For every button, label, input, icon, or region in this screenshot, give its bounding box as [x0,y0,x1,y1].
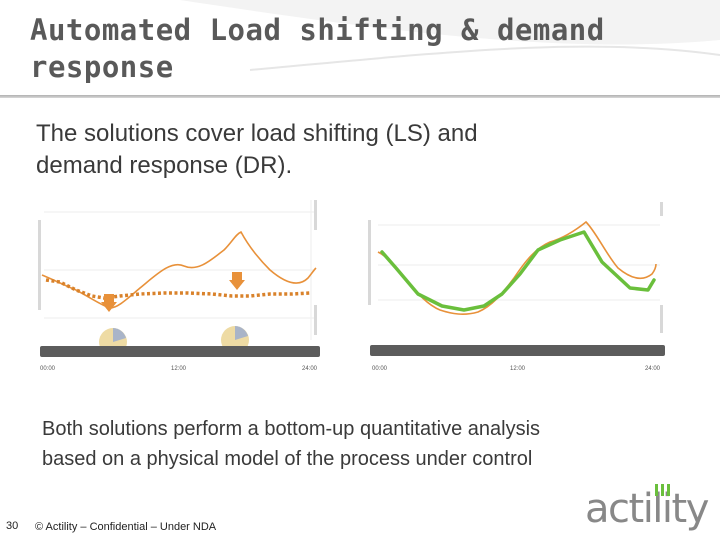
baseline-load-curve [377,220,657,315]
analysis-line-1: Both solutions perform a bottom-up quant… [42,418,541,440]
timeline-bar [40,346,320,357]
y-axis-labels [368,220,371,305]
subtitle-line-2: demand response (DR). [36,152,293,179]
footer-confidential: © Actility – Confidential – Under NDA [35,521,217,533]
title-divider [0,95,720,98]
title-line-2: response [30,50,174,84]
y-axis-labels [660,202,663,216]
time-label-end: 24:00 [302,366,318,372]
time-label-start: 00:00 [372,366,388,372]
analysis-line-2: based on a physical model of the process… [42,448,533,470]
shifted-load-curve [45,278,311,300]
time-label-mid: 12:00 [510,366,526,372]
time-label-start: 00:00 [40,366,56,372]
y-axis-labels [660,305,663,333]
page-number: 30 [6,520,19,532]
title-band: Automated Load shifting & demand respons… [0,0,720,98]
y-axis-labels [314,200,317,230]
timeline-bar [370,345,665,356]
demand-response-curve [380,230,656,312]
shift-arrow-1-icon [101,294,117,312]
title-swoosh [180,0,720,71]
time-label-mid: 12:00 [171,366,187,372]
baseline-load-curve [41,230,317,309]
shift-arrow-2-icon [229,272,245,290]
logo-green-accent-icon [655,484,670,496]
demand-response-chart: 00:00 12:00 24:00 [368,202,665,372]
analysis-description: Both solutions perform a bottom-up quant… [42,414,682,474]
subtitle: The solutions cover load shifting (LS) a… [36,118,636,182]
subtitle-line-1: The solutions cover load shifting (LS) a… [36,120,478,147]
time-label-end: 24:00 [645,366,661,372]
actility-logo: actility [585,484,710,532]
load-shifting-chart: 00:00 12:00 24:00 [38,200,320,372]
y-axis-labels [314,305,317,335]
y-axis-labels [38,220,41,310]
slide-title: Automated Load shifting & demand respons… [30,12,605,86]
logo-text: actility [585,486,709,532]
title-line-1: Automated Load shifting & demand [30,13,605,47]
